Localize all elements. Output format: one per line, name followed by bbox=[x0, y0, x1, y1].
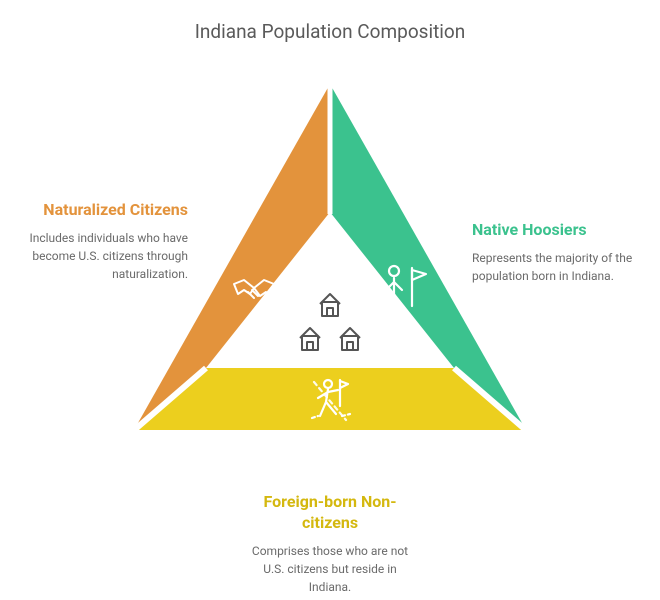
label-bottom: Foreign-born Non-citizens Comprises thos… bbox=[245, 492, 415, 596]
center-houses-icon bbox=[291, 290, 369, 364]
person-flag-icon bbox=[380, 262, 430, 314]
label-bottom-desc: Comprises those who are not U.S. citizen… bbox=[245, 542, 415, 596]
triangle-diagram-clean bbox=[130, 80, 530, 440]
label-bottom-title: Foreign-born Non-citizens bbox=[245, 492, 415, 534]
traveler-icon bbox=[306, 376, 354, 428]
handshake-icon bbox=[230, 270, 278, 314]
page-title: Indiana Population Composition bbox=[0, 0, 660, 43]
